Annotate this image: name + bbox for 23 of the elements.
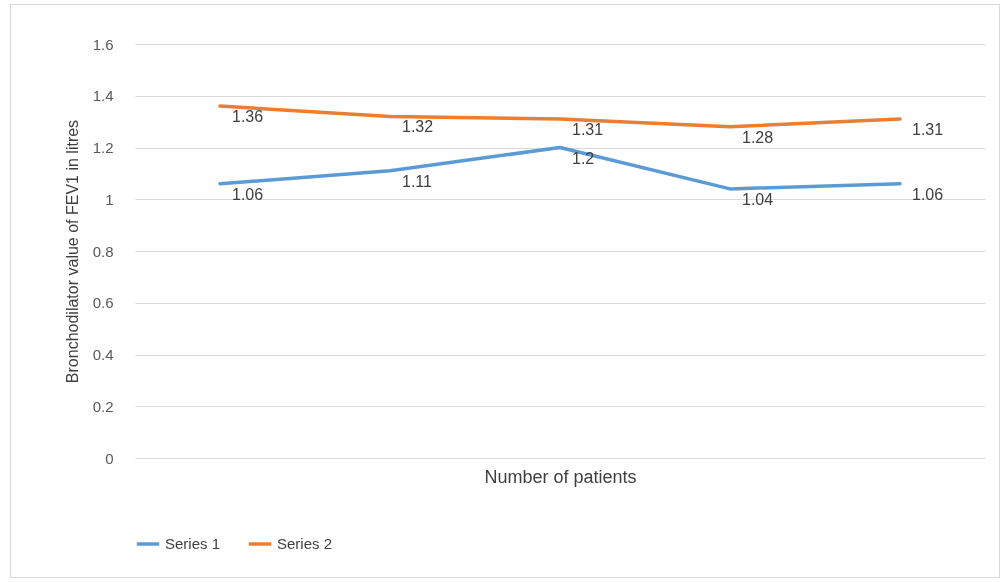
data-label: 1.06 <box>232 185 264 203</box>
data-label: 1.2 <box>572 149 595 167</box>
data-label: 1.32 <box>402 118 434 136</box>
y-tick-label: 1 <box>105 190 114 208</box>
legend-label: Series 1 <box>165 535 221 552</box>
y-tick-label: 0 <box>105 449 114 467</box>
y-axis-title: Bronchodilator value of FEV1 in litres <box>63 119 81 384</box>
y-tick-label: 0.4 <box>92 346 114 363</box>
y-tick-label: 0.8 <box>92 242 114 260</box>
data-label: 1.28 <box>742 128 774 146</box>
data-label: 1.11 <box>402 172 433 190</box>
x-axis-title: Number of patients <box>484 466 637 487</box>
data-label: 1.31 <box>912 121 944 139</box>
data-label: 1.36 <box>232 108 264 126</box>
data-label: 1.04 <box>742 190 774 208</box>
data-label: 1.06 <box>912 185 944 203</box>
y-tick-label: 1.2 <box>92 139 114 156</box>
data-label: 1.31 <box>572 121 604 139</box>
y-tick-label: 1.4 <box>92 87 114 105</box>
y-tick-label: 0.2 <box>92 397 114 415</box>
y-tick-label: 1.6 <box>92 35 114 53</box>
legend-label: Series 2 <box>277 535 333 552</box>
y-tick-label: 0.6 <box>92 294 114 312</box>
